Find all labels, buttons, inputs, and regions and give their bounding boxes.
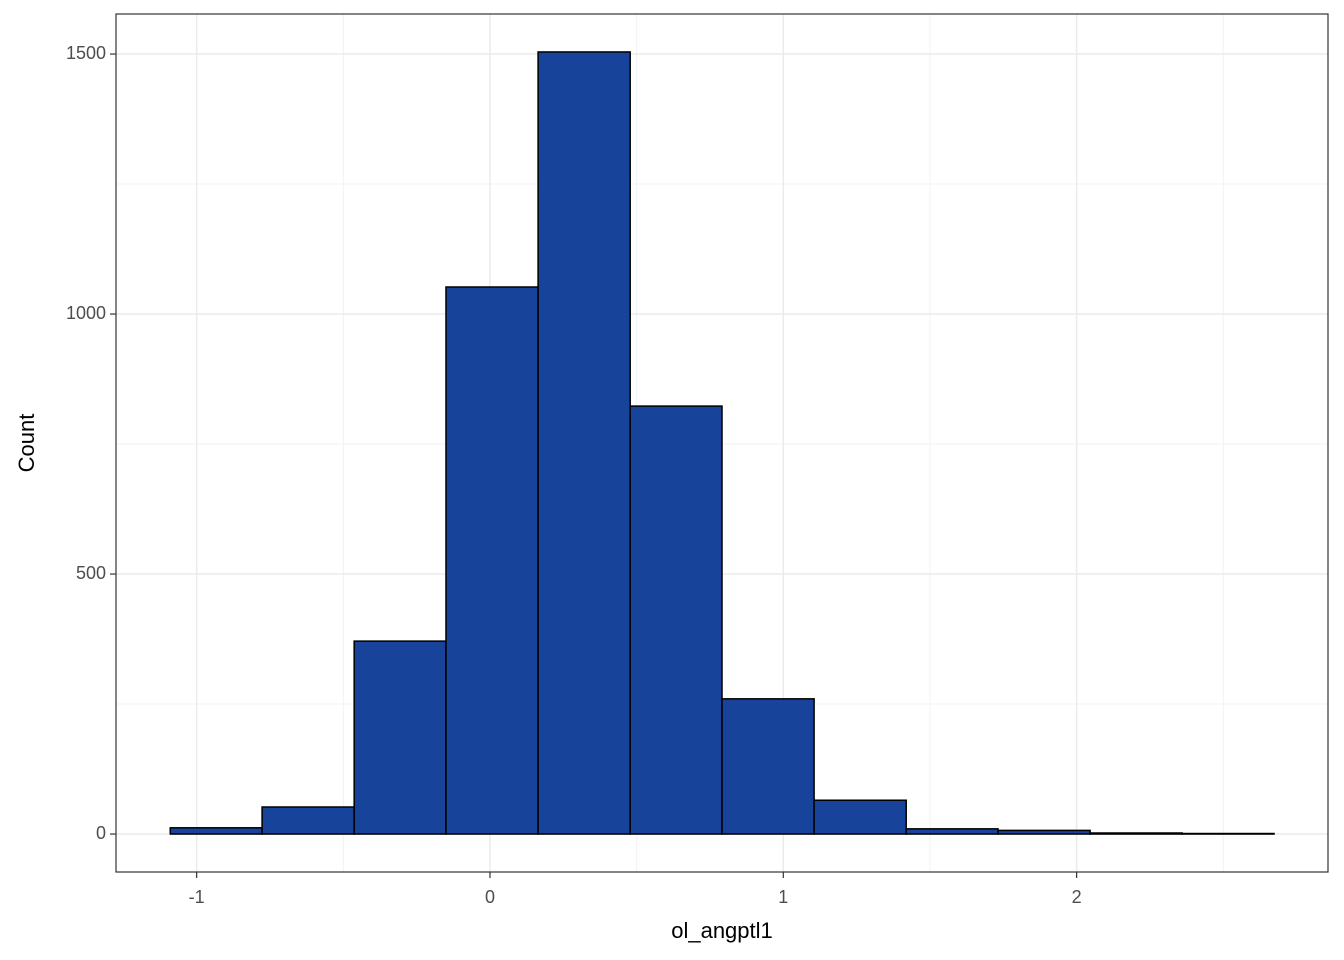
bar <box>261 806 355 835</box>
bar <box>1181 832 1275 835</box>
bar <box>721 698 815 835</box>
panel-border <box>115 13 1329 873</box>
bar <box>997 829 1091 835</box>
x-tick-label: 0 <box>485 887 495 907</box>
x-tick-label: -1 <box>189 887 205 907</box>
y-axis-title: Count <box>14 414 39 473</box>
bar <box>169 827 263 835</box>
bar <box>813 799 907 835</box>
y-tick-label: 500 <box>76 563 106 583</box>
y-tick-label: 0 <box>96 823 106 843</box>
x-tick-label: 1 <box>778 887 788 907</box>
x-axis-title: ol_angptl1 <box>671 918 773 943</box>
y-tick-label: 1000 <box>66 303 106 323</box>
bar <box>537 51 631 835</box>
bar <box>1089 832 1183 835</box>
y-tick-label: 1500 <box>66 43 106 63</box>
bar <box>905 828 999 835</box>
x-tick-label: 2 <box>1072 887 1082 907</box>
bar <box>629 405 723 835</box>
bar <box>353 640 447 835</box>
bar <box>445 286 539 835</box>
